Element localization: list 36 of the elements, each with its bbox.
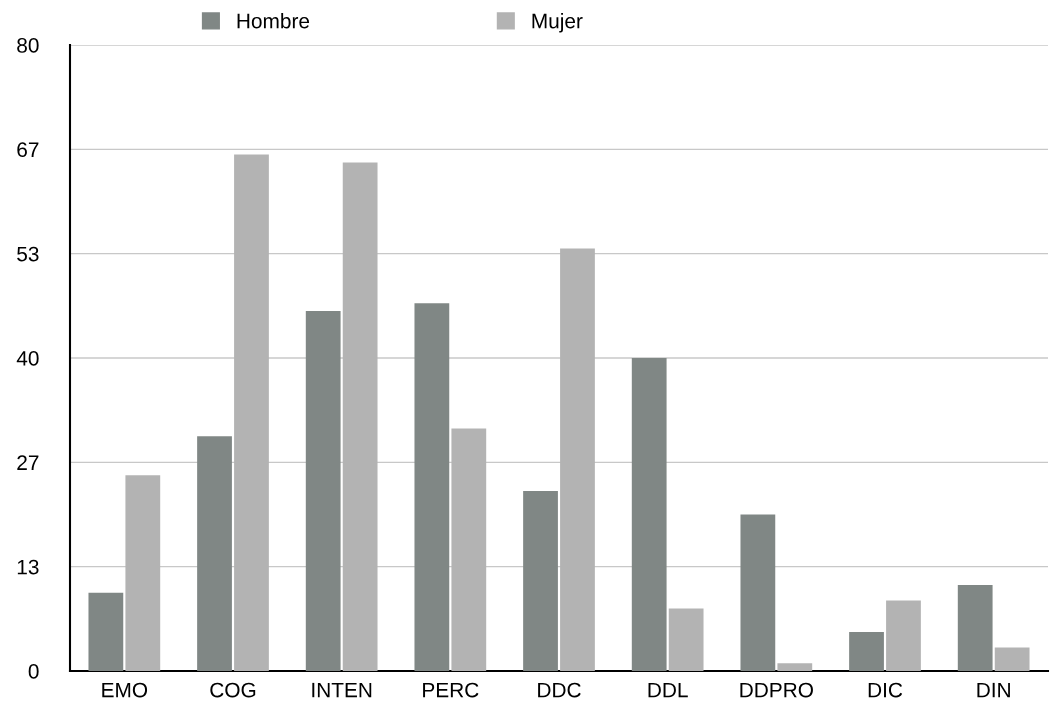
y-tick-label: 53 [17,246,39,262]
x-tick-label: PERC [423,682,479,698]
y-tick-label: 40 [16,351,39,366]
x-tick-label: INTEN [312,682,372,698]
bar [668,608,704,671]
x-tick-label: DDL [648,682,688,698]
bar [631,358,667,671]
legend-label: Hombre [237,13,310,29]
bar [777,663,813,671]
y-tick-label: 67 [17,142,39,158]
legend-label: Mujer [532,13,583,33]
bar [414,303,450,671]
bar [342,162,378,671]
bar [886,600,921,671]
bar [451,428,487,671]
x-tick-label: DDPRO [740,682,813,698]
bar [305,311,341,671]
x-tick-label: DIC [868,682,903,698]
bar [849,631,884,671]
bar [994,647,1030,671]
bar [523,491,558,671]
y-tick-label: 80 [17,38,39,53]
bar [234,154,269,671]
y-tick-label: 0 [28,664,39,679]
x-tick-label: DIN [977,682,1010,698]
bar [88,592,124,671]
bar [957,584,993,671]
x-tick-label: DDC [538,682,581,698]
x-tick-label: COG [210,682,256,698]
x-tick-label: EMO [102,682,148,698]
bar [125,475,161,671]
bar [560,248,595,671]
y-tick-label: 27 [17,455,39,470]
y-tick-label: 13 [17,559,39,575]
bar [740,514,776,671]
bar [197,436,232,671]
